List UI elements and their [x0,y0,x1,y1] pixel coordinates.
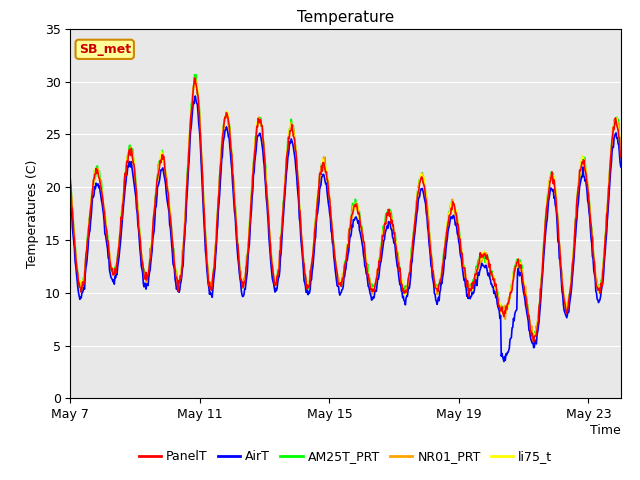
Line: PanelT: PanelT [70,78,621,342]
AirT [178,273,186,278]
NR01_PRT [129,161,137,167]
li75_t [617,148,625,154]
AM25T_PRT [129,153,137,159]
Line: li75_t: li75_t [70,81,621,338]
Line: NR01_PRT: NR01_PRT [70,78,621,342]
AM25T_PRT [617,149,625,155]
AirT [67,190,74,196]
Y-axis label: Temperatures (C): Temperatures (C) [26,159,39,268]
AM25T_PRT [352,201,360,206]
li75_t [178,260,186,266]
NR01_PRT [178,264,186,270]
NR01_PRT [488,270,495,276]
li75_t [399,286,406,291]
PanelT [191,75,198,81]
NR01_PRT [529,339,537,345]
PanelT [488,271,495,277]
AirT [129,173,137,179]
AirT [141,280,148,286]
NR01_PRT [141,274,148,280]
AirT [352,214,360,220]
li75_t [67,183,74,189]
AM25T_PRT [67,182,74,188]
PanelT [530,339,538,345]
Line: AM25T_PRT: AM25T_PRT [70,74,621,339]
li75_t [141,274,148,280]
PanelT [129,160,137,166]
AirT [399,295,406,300]
li75_t [488,272,495,277]
AM25T_PRT [488,268,495,274]
li75_t [531,336,538,341]
AM25T_PRT [178,263,186,268]
PanelT [399,288,406,293]
li75_t [129,153,137,159]
Text: SB_met: SB_met [79,43,131,56]
Text: Time: Time [590,424,621,437]
AM25T_PRT [141,269,148,275]
Line: AirT: AirT [70,96,621,361]
AirT [500,359,508,364]
NR01_PRT [191,75,199,81]
PanelT [67,177,74,182]
AirT [191,93,199,99]
li75_t [352,202,360,208]
AirT [617,164,625,170]
li75_t [191,78,198,84]
NR01_PRT [617,155,625,161]
Title: Temperature: Temperature [297,10,394,25]
AM25T_PRT [532,336,540,342]
AM25T_PRT [399,285,406,291]
AM25T_PRT [191,72,198,77]
PanelT [617,154,625,159]
PanelT [141,273,148,279]
AirT [488,281,495,287]
NR01_PRT [399,284,406,289]
PanelT [178,266,186,272]
Legend: PanelT, AirT, AM25T_PRT, NR01_PRT, li75_t: PanelT, AirT, AM25T_PRT, NR01_PRT, li75_… [134,445,557,468]
NR01_PRT [352,200,360,206]
NR01_PRT [67,181,74,187]
PanelT [352,201,360,207]
